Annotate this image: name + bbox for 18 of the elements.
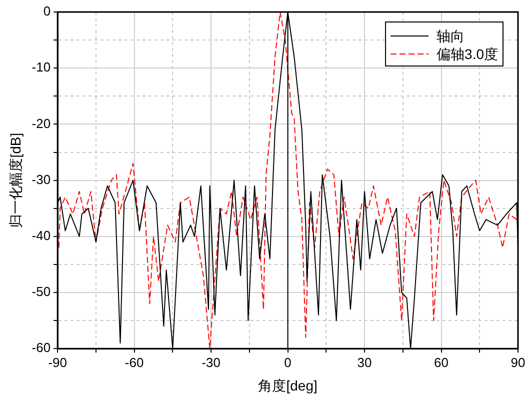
x-tick-label: 60 bbox=[434, 354, 448, 370]
y-tick-label: -10 bbox=[32, 60, 51, 75]
y-tick-label: -40 bbox=[32, 228, 51, 243]
x-tick-label: -90 bbox=[48, 354, 67, 370]
x-tick-label: -30 bbox=[202, 354, 220, 370]
x-tick-label: 0 bbox=[284, 354, 292, 370]
x-axis-title: 角度[deg] bbox=[258, 377, 318, 394]
y-tick-label: -20 bbox=[32, 116, 51, 131]
x-tick-label: 30 bbox=[357, 354, 372, 370]
y-tick-label: -50 bbox=[32, 284, 51, 300]
y-tick-label: -30 bbox=[32, 172, 51, 187]
y-tick-label: -60 bbox=[32, 340, 51, 356]
y-tick-label: 0 bbox=[43, 4, 51, 19]
legend-label: 偏轴3.0度 bbox=[436, 46, 498, 62]
y-axis-title: 归一化幅度[dB] bbox=[7, 132, 24, 228]
x-tick-label: 90 bbox=[510, 354, 526, 370]
legend-label: 轴向 bbox=[436, 28, 465, 44]
x-tick-label: -60 bbox=[124, 354, 144, 370]
